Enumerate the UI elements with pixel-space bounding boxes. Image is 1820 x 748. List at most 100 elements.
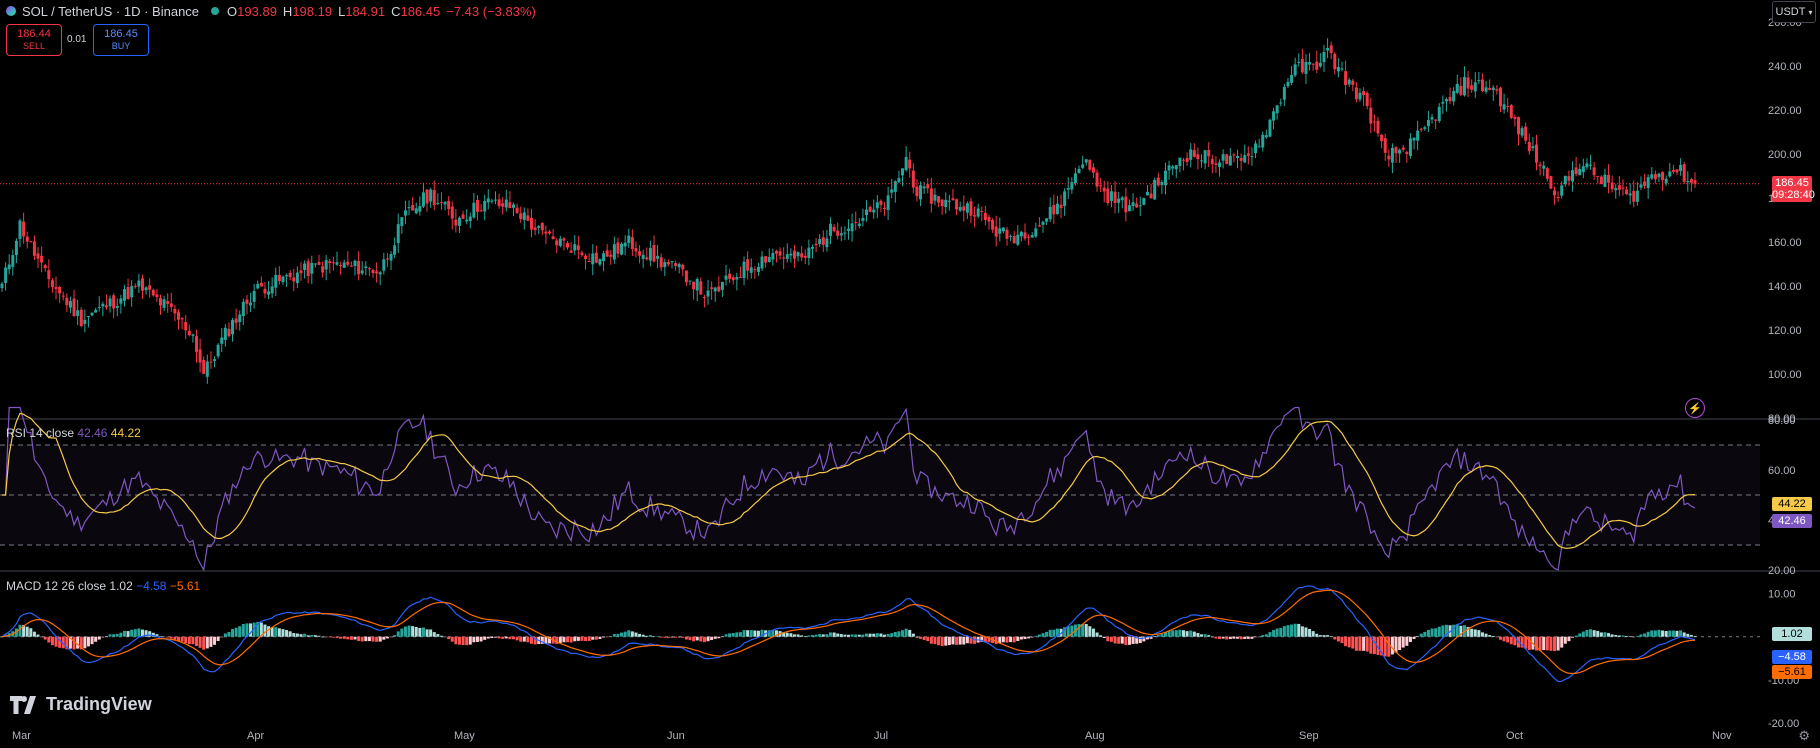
macd-hist-bar (133, 629, 137, 637)
macd-hist-bar (1419, 633, 1423, 637)
candle-body (576, 245, 580, 250)
candle-body (1196, 154, 1200, 160)
tradingview-logo-icon (10, 695, 36, 714)
macd-hist-bar (1390, 636, 1394, 655)
candle-body (1167, 165, 1171, 171)
macd-hist-bar (847, 634, 850, 637)
macd-hist-bar (339, 636, 343, 639)
buy-button[interactable]: 186.45 BUY (93, 24, 149, 56)
macd-hist-bar (598, 636, 602, 639)
candle-body (479, 210, 483, 212)
candle-body (1207, 150, 1211, 157)
macd-hist-bar (353, 636, 357, 640)
candle-body (1142, 198, 1146, 205)
candle-body (530, 217, 534, 230)
candle-body (724, 275, 728, 280)
macd-hist-bar (677, 636, 681, 638)
tradingview-logo[interactable]: TradingView (10, 694, 152, 715)
macd-signal-tag: −5.61 (1772, 665, 1812, 679)
candle-body (324, 260, 328, 270)
macd-hist-bar (962, 636, 966, 645)
candle-body (72, 298, 76, 317)
macd-hist-bar (1005, 636, 1009, 643)
candle-body (670, 261, 674, 263)
candles (0, 38, 1697, 384)
macd-hist-bar (807, 635, 811, 637)
macd-hist-bar (238, 626, 242, 637)
rsi-ma-line (2, 412, 1696, 549)
macd-hist-bar (90, 636, 94, 645)
candle-body (836, 230, 840, 236)
macd-hist-bar (432, 632, 436, 637)
candle-body (231, 320, 235, 335)
candle-body (1689, 179, 1693, 183)
macd-hist-bar (1138, 636, 1142, 644)
candle-body (1639, 184, 1643, 188)
macd-hist-bar (573, 636, 577, 642)
candle-body (1498, 87, 1502, 107)
macd-hist-bar (969, 636, 973, 644)
macd-hist-bar (839, 634, 843, 637)
macd-hist-bar (1502, 636, 1506, 642)
time-tick-label: Sep (1299, 730, 1319, 742)
price-tag-countdown: 09:28:40 (1772, 189, 1815, 201)
candle-body (1131, 202, 1135, 207)
macd-hist-bar (1113, 636, 1117, 644)
macd-hist-bar (1117, 636, 1121, 644)
macd-hist-bar (162, 636, 166, 638)
candle-body (1394, 147, 1398, 154)
macd-hist-bar (810, 635, 814, 637)
macd-hist-bar (627, 630, 631, 637)
macd-hist-bar (25, 626, 29, 637)
candle-body (958, 206, 962, 211)
macd-hist-bar (1491, 635, 1495, 637)
open-value: 193.89 (237, 3, 277, 19)
candle-body (1297, 61, 1301, 63)
macd-hist-bar (429, 629, 433, 637)
macd-hist-bar (61, 636, 65, 649)
macd-hist-bar (256, 621, 260, 637)
currency-button[interactable]: USDT ▾ (1772, 1, 1816, 23)
macd-hist-bar (512, 636, 516, 640)
candle-body (634, 248, 638, 252)
candle-body (1045, 218, 1049, 222)
candle-body (717, 286, 721, 292)
macd-hist-bar (1009, 636, 1013, 643)
sell-button[interactable]: 186.44 SELL (6, 24, 62, 56)
candle-body (439, 202, 443, 204)
candle-body (335, 262, 339, 265)
macd-hist-bar (389, 636, 393, 638)
candle-body (1426, 120, 1430, 127)
candle-body (1495, 89, 1499, 91)
macd-hist-bar (1679, 630, 1683, 637)
macd-hist-bar (375, 636, 379, 642)
macd-hist-bar (663, 636, 667, 638)
macd-hist-bar (803, 636, 807, 637)
gear-icon[interactable]: ⚙ (1798, 728, 1810, 743)
lightning-icon[interactable]: ⚡ (1685, 398, 1705, 418)
rsi-label[interactable]: RSI 14 close (6, 426, 75, 440)
macd-label[interactable]: MACD 12 26 close (6, 579, 107, 593)
macd-hist-bar (1167, 630, 1171, 637)
macd-hist-bar (101, 636, 105, 638)
symbol-title[interactable]: SOL / TetherUS · 1D · Binance (22, 3, 200, 19)
candle-body (1556, 197, 1560, 199)
macd-hist-bar (515, 636, 519, 641)
candle-body (443, 202, 447, 205)
candle-body (684, 270, 688, 283)
rsi-line (2, 406, 1696, 572)
macd-hist-bar (400, 628, 404, 637)
rsi-ma-value: 44.22 (110, 426, 141, 440)
macd-hist-bar (1506, 636, 1510, 643)
macd-hist-bar (1643, 633, 1647, 637)
macd-hist-bar (1621, 635, 1625, 637)
macd-hist-bar (1218, 636, 1222, 640)
macd-hist-bar (1437, 626, 1441, 637)
macd-hist-bar (1109, 636, 1113, 642)
candle-body (796, 252, 800, 257)
candle-body (1225, 154, 1229, 164)
candle-body (738, 276, 742, 278)
candle-body (61, 295, 65, 297)
macd-hist-bar (1027, 636, 1031, 639)
